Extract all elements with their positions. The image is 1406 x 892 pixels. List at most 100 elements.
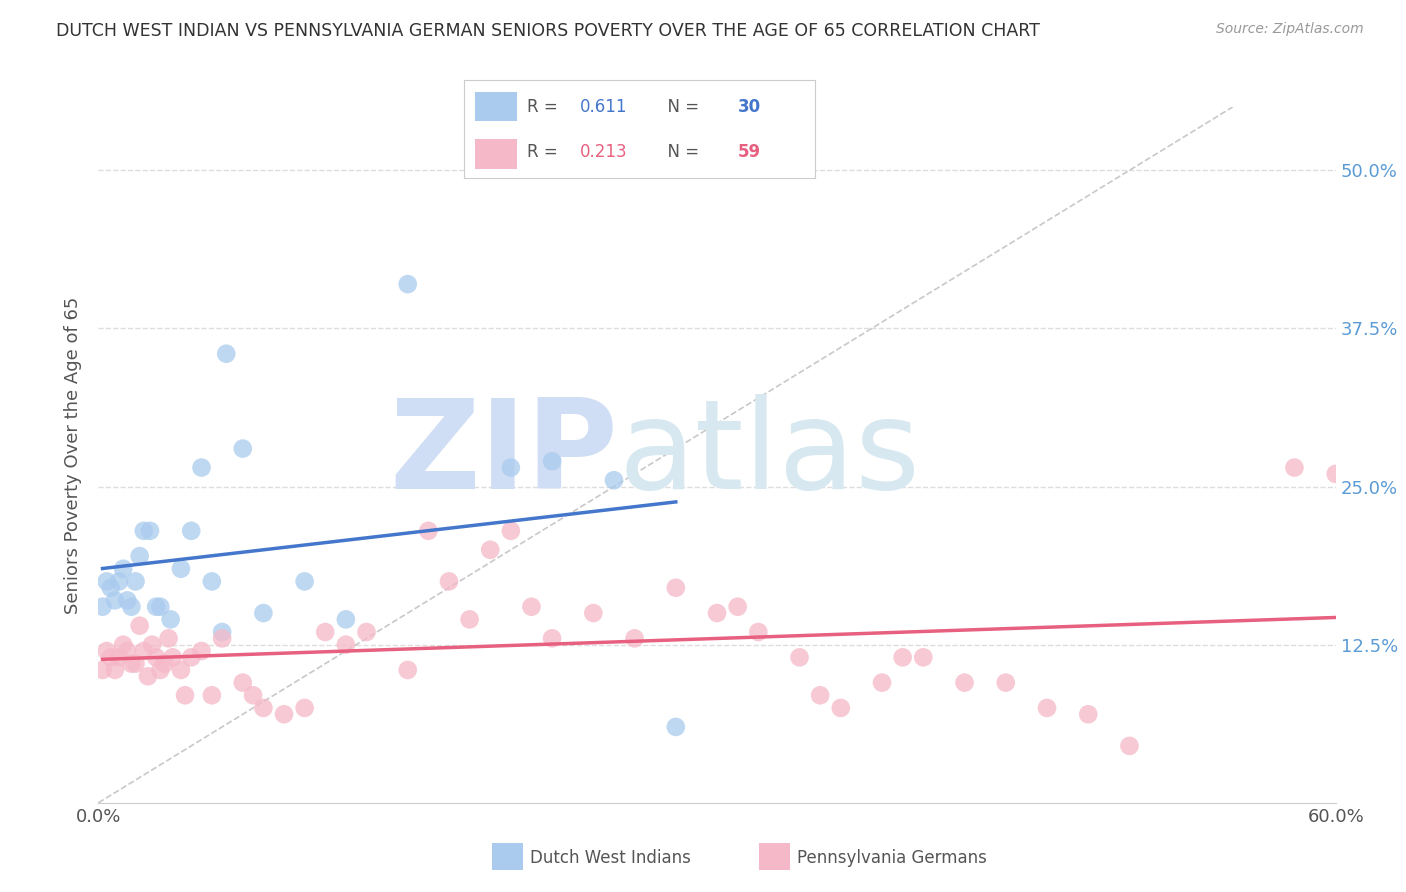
Point [232, 675, 254, 690]
Text: R =: R = [527, 98, 564, 116]
Point [124, 574, 146, 589]
Point [520, 599, 543, 614]
Text: N =: N = [658, 143, 704, 161]
Point [1077, 707, 1099, 722]
Point [541, 454, 564, 468]
Point [294, 574, 316, 589]
Point [891, 650, 914, 665]
Point [665, 581, 688, 595]
Point [1118, 739, 1140, 753]
Point [141, 638, 163, 652]
Point [479, 542, 502, 557]
Point [112, 562, 135, 576]
Point [953, 675, 976, 690]
Point [437, 574, 460, 589]
Text: Source: ZipAtlas.com: Source: ZipAtlas.com [1216, 22, 1364, 37]
Point [252, 701, 274, 715]
Point [174, 688, 197, 702]
Point [499, 460, 522, 475]
Point [201, 688, 224, 702]
Text: R =: R = [527, 143, 564, 161]
Point [623, 632, 645, 646]
Point [603, 473, 626, 487]
Point [211, 632, 233, 646]
Text: N =: N = [658, 98, 704, 116]
Point [215, 347, 238, 361]
Point [211, 625, 233, 640]
Point [108, 650, 131, 665]
Point [132, 644, 155, 658]
Point [128, 549, 150, 563]
Point [162, 650, 184, 665]
Point [396, 663, 419, 677]
Point [149, 663, 172, 677]
Point [180, 524, 202, 538]
Point [139, 524, 162, 538]
Point [145, 650, 167, 665]
Point [242, 688, 264, 702]
Text: atlas: atlas [619, 394, 920, 516]
Point [104, 663, 127, 677]
Point [159, 612, 181, 626]
Point [108, 574, 131, 589]
Point [789, 650, 811, 665]
Point [100, 650, 122, 665]
Point [727, 599, 749, 614]
Point [252, 606, 274, 620]
Point [499, 524, 522, 538]
Point [117, 593, 139, 607]
Point [91, 663, 114, 677]
Point [335, 638, 357, 652]
Point [153, 657, 176, 671]
Point [808, 688, 831, 702]
Text: DUTCH WEST INDIAN VS PENNSYLVANIA GERMAN SENIORS POVERTY OVER THE AGE OF 65 CORR: DUTCH WEST INDIAN VS PENNSYLVANIA GERMAN… [56, 22, 1040, 40]
Text: Dutch West Indians: Dutch West Indians [530, 849, 690, 867]
Bar [475, 92, 517, 121]
Point [128, 618, 150, 632]
Point [747, 625, 769, 640]
Point [100, 581, 122, 595]
Point [294, 701, 316, 715]
Point [870, 675, 893, 690]
Point [1036, 701, 1059, 715]
Point [912, 650, 935, 665]
Point [124, 657, 146, 671]
Point [170, 562, 193, 576]
Point [190, 644, 212, 658]
Point [396, 277, 419, 292]
Text: 0.611: 0.611 [581, 98, 627, 116]
Point [96, 574, 118, 589]
Point [157, 632, 180, 646]
Point [418, 524, 440, 538]
Text: 0.213: 0.213 [581, 143, 627, 161]
Point [149, 599, 172, 614]
Point [96, 644, 118, 658]
Point [112, 638, 135, 652]
Point [232, 442, 254, 456]
Point [458, 612, 481, 626]
Point [830, 701, 852, 715]
Y-axis label: Seniors Poverty Over the Age of 65: Seniors Poverty Over the Age of 65 [65, 296, 83, 614]
Point [314, 625, 336, 640]
Point [201, 574, 224, 589]
Point [1324, 467, 1347, 481]
Point [117, 644, 139, 658]
Point [104, 593, 127, 607]
Point [356, 625, 378, 640]
Point [665, 720, 688, 734]
Text: 30: 30 [738, 98, 761, 116]
Point [541, 632, 564, 646]
Point [335, 612, 357, 626]
Bar [475, 139, 517, 169]
Point [1284, 460, 1306, 475]
Point [136, 669, 159, 683]
Point [170, 663, 193, 677]
Text: Pennsylvania Germans: Pennsylvania Germans [797, 849, 987, 867]
Point [273, 707, 295, 722]
Point [145, 599, 167, 614]
Text: ZIP: ZIP [389, 394, 619, 516]
Point [180, 650, 202, 665]
Point [120, 599, 142, 614]
Point [582, 606, 605, 620]
Text: 59: 59 [738, 143, 761, 161]
